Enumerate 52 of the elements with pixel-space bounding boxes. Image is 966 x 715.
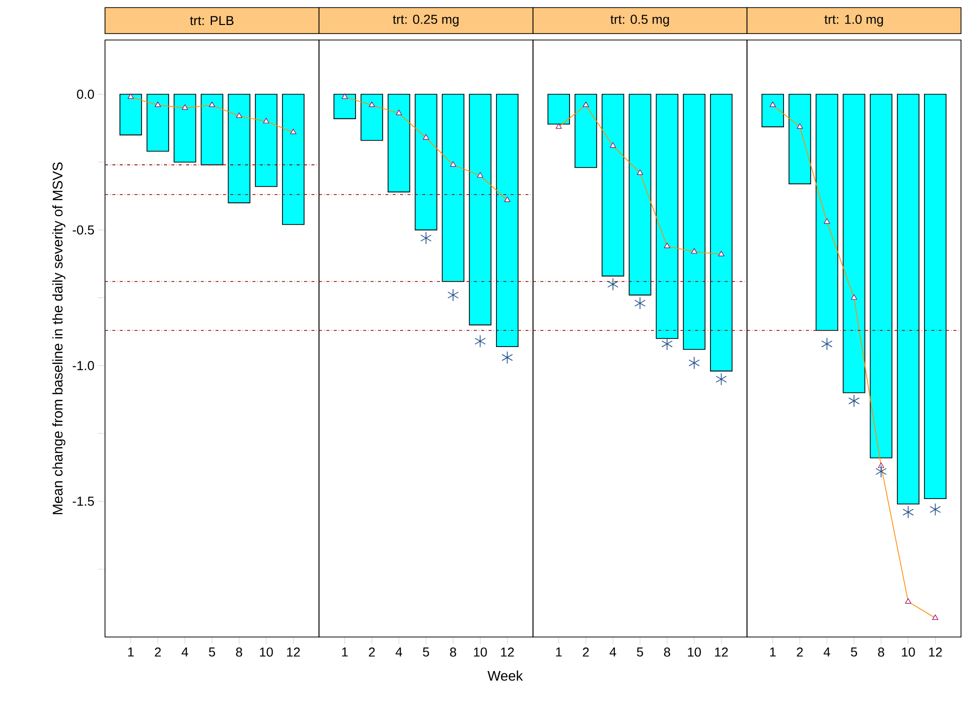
point — [902, 506, 914, 519]
x-tick-label: 2 — [154, 648, 161, 657]
x-tick-label: 8 — [236, 648, 242, 657]
x-tick-label: 8 — [878, 648, 884, 657]
point — [502, 351, 513, 364]
x-axis-title: Week — [488, 670, 523, 681]
x-tick-label: 1 — [342, 648, 348, 656]
y-tick-label: -1.0 — [72, 361, 94, 370]
point — [634, 296, 646, 310]
point — [607, 278, 618, 291]
x-tick-label: 1 — [770, 648, 776, 656]
point — [930, 503, 941, 516]
x-tick-label: 4 — [182, 648, 188, 656]
point — [876, 465, 887, 478]
x-tick-label: 12 — [929, 648, 942, 657]
point — [662, 338, 673, 350]
x-tick-label: 12 — [501, 648, 514, 657]
y-axis-title: Mean change from baseline in the daily severity of MSVS — [52, 162, 66, 514]
x-tick-label: 2 — [368, 648, 375, 657]
point — [474, 334, 486, 348]
point — [821, 338, 832, 350]
chart-title: trt: 0.5 mg — [610, 14, 669, 26]
x-tick-label: 4 — [610, 648, 616, 656]
x-tick-label: 10 — [902, 648, 915, 657]
chart-title: trt: 0.25 mg — [392, 14, 459, 26]
x-tick-label: 8 — [450, 648, 456, 657]
y-tick-label: 0.0 — [76, 90, 94, 99]
x-tick-label: 5 — [208, 648, 216, 657]
x-tick-label: 4 — [396, 648, 402, 656]
x-tick-label: 4 — [824, 648, 830, 656]
x-tick-label: 1 — [556, 648, 562, 656]
x-tick-label: 8 — [664, 648, 670, 657]
point — [848, 394, 860, 408]
x-tick-label: 1 — [128, 648, 134, 656]
point — [716, 372, 727, 386]
point — [688, 356, 700, 370]
x-tick-label: 10 — [474, 648, 487, 657]
point — [420, 232, 432, 244]
point — [448, 288, 459, 302]
x-tick-label: 5 — [850, 648, 858, 657]
x-tick-label: 2 — [582, 648, 589, 657]
chart-title: trt: PLB — [190, 16, 234, 26]
y-tick-label: -1.5 — [72, 496, 94, 506]
x-tick-label: 5 — [636, 648, 644, 657]
y-tick-label: -0.5 — [72, 225, 94, 235]
x-tick-label: 12 — [715, 648, 728, 657]
x-tick-label: 10 — [260, 648, 273, 657]
x-tick-label: 10 — [688, 648, 701, 657]
x-tick-label: 5 — [422, 648, 430, 657]
x-tick-label: 12 — [287, 648, 300, 657]
x-tick-label: 2 — [796, 648, 803, 657]
chart-title: trt: 1.0 mg — [824, 14, 883, 26]
